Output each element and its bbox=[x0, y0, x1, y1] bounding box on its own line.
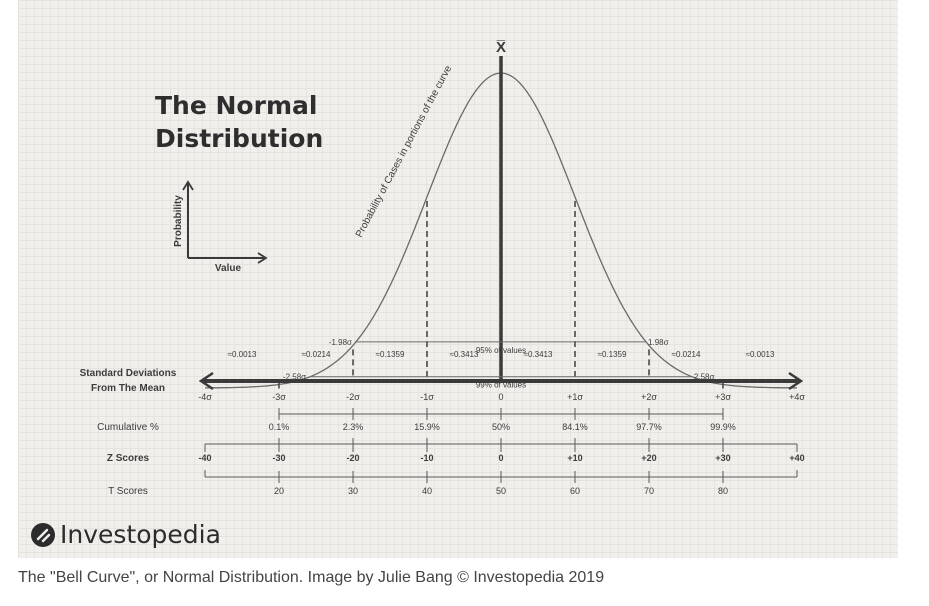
t-score-value: 30 bbox=[348, 486, 358, 496]
investopedia-logo: Investopedia bbox=[30, 520, 221, 549]
inset-y-arrow bbox=[182, 180, 194, 191]
mean-symbol: X̅ bbox=[496, 39, 506, 56]
segment-probability: ≈0.1359 bbox=[376, 350, 405, 359]
cumulative-value: 15.9% bbox=[414, 422, 440, 432]
z-score-value: -30 bbox=[272, 453, 285, 463]
z-score-value: 0 bbox=[498, 453, 503, 463]
t-score-value: 40 bbox=[422, 486, 432, 496]
investopedia-logo-icon bbox=[31, 522, 55, 547]
title-line-2: Distribution bbox=[155, 124, 324, 153]
row-label-cumulative: Cumulative % bbox=[97, 422, 159, 433]
sigma-tick-label: -2σ bbox=[346, 392, 360, 402]
title-line-1: The Normal bbox=[155, 91, 318, 120]
t-score-value: 60 bbox=[570, 486, 580, 496]
interval-99-right-label: 2.58σ bbox=[694, 373, 715, 382]
sigma-tick-label: -1σ bbox=[420, 392, 434, 402]
segment-probability: ≈0.3413 bbox=[524, 350, 553, 359]
cumulative-value: 99.9% bbox=[710, 422, 736, 432]
sigma-tick-label: +1σ bbox=[567, 392, 583, 402]
inset-x-arrow bbox=[257, 252, 268, 264]
interval-95-label: 95% of values bbox=[476, 346, 526, 355]
z-score-value: +30 bbox=[715, 453, 730, 463]
sigma-tick-label: +4σ bbox=[789, 392, 805, 402]
z-score-value: -20 bbox=[346, 453, 359, 463]
interval-99-label: 99% of values bbox=[476, 381, 526, 390]
inset-y-label: Probability bbox=[173, 195, 184, 247]
segment-probability: ≈0.3413 bbox=[450, 350, 479, 359]
z-score-value: +40 bbox=[789, 453, 804, 463]
interval-95-right-label: 1.98σ bbox=[648, 338, 669, 347]
curve-label: Probability of Cases in portions of the … bbox=[354, 64, 454, 240]
row-label-z-scores: Z Scores bbox=[107, 453, 150, 464]
cumulative-value: 84.1% bbox=[562, 422, 588, 432]
brand-wordmark: Investopedia bbox=[60, 520, 221, 549]
segment-probability: ≈0.1359 bbox=[598, 350, 627, 359]
figure-panel: Probability of Cases in portions of the … bbox=[18, 0, 898, 558]
row-label-std-dev-line2: From The Mean bbox=[91, 383, 165, 394]
z-score-value: +20 bbox=[641, 453, 656, 463]
sigma-tick-label: -4σ bbox=[198, 392, 212, 402]
t-score-value: 20 bbox=[274, 486, 284, 496]
cumulative-value: 50% bbox=[492, 422, 510, 432]
sigma-tick-label: +3σ bbox=[715, 392, 731, 402]
segment-probability: ≈0.0214 bbox=[302, 350, 331, 359]
row-label-std-dev-line1: Standard Deviations bbox=[80, 368, 177, 379]
inset-x-label: Value bbox=[215, 263, 242, 274]
segment-probability: ≈0.0013 bbox=[228, 350, 257, 359]
normal-distribution-diagram: Probability of Cases in portions of the … bbox=[80, 39, 806, 497]
segment-probability: ≈0.0013 bbox=[746, 350, 775, 359]
t-score-value: 70 bbox=[644, 486, 654, 496]
cumulative-value: 0.1% bbox=[269, 422, 290, 432]
cumulative-value: 2.3% bbox=[343, 422, 364, 432]
z-score-value: +10 bbox=[567, 453, 582, 463]
t-score-value: 80 bbox=[718, 486, 728, 496]
sigma-tick-label: 0 bbox=[498, 392, 503, 402]
t-score-value: 50 bbox=[496, 486, 506, 496]
segment-probability: ≈0.0214 bbox=[672, 350, 701, 359]
z-score-value: -10 bbox=[420, 453, 433, 463]
sigma-tick-label: -3σ bbox=[272, 392, 286, 402]
axis-left-arrow bbox=[198, 371, 214, 391]
axis-right-arrow bbox=[788, 371, 804, 391]
figure-caption: The "Bell Curve", or Normal Distribution… bbox=[18, 569, 605, 586]
z-score-value: -40 bbox=[198, 453, 211, 463]
cumulative-value: 97.7% bbox=[636, 422, 662, 432]
sigma-tick-label: +2σ bbox=[641, 392, 657, 402]
row-label-t-scores: T Scores bbox=[108, 486, 148, 497]
interval-95-left-label: -1.98σ bbox=[329, 338, 352, 347]
interval-99-left-label: -2.58σ bbox=[283, 373, 306, 382]
